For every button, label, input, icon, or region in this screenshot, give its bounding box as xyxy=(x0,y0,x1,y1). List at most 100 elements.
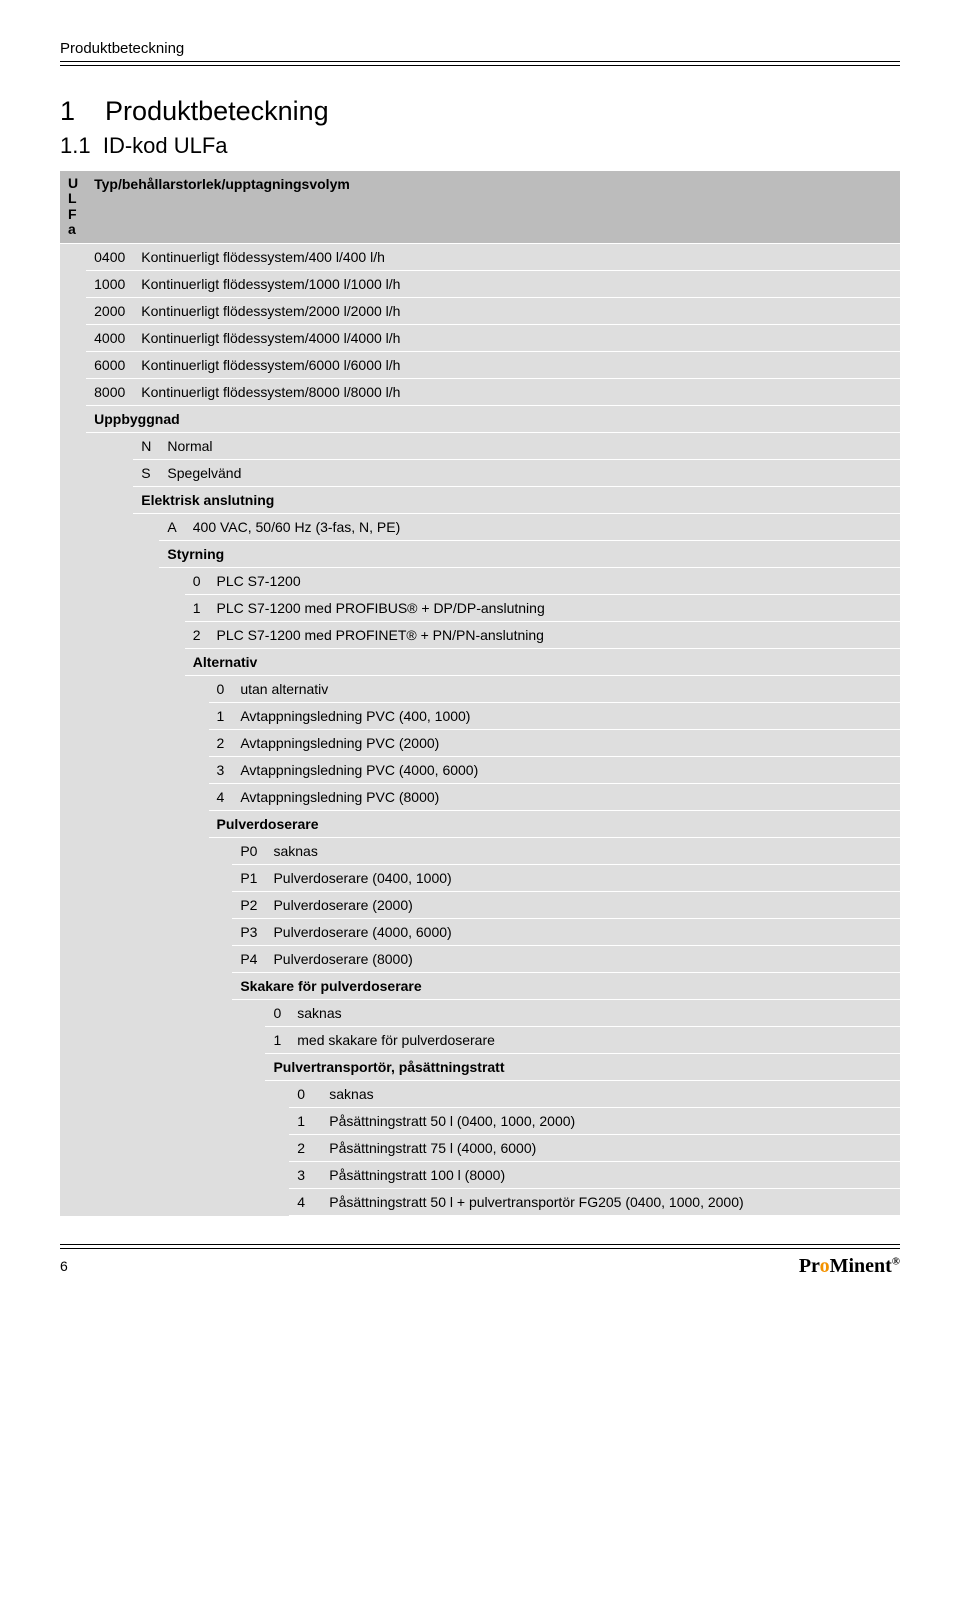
table-row: 8000Kontinuerligt flödessystem/8000 l/80… xyxy=(60,378,900,405)
table-row: 1Påsättningstratt 50 l (0400, 1000, 2000… xyxy=(60,1107,900,1134)
row-text: Påsättningstratt 50 l (0400, 1000, 2000) xyxy=(321,1107,900,1134)
row-code: 2 xyxy=(185,621,209,648)
subsection-title: ID-kod ULFa xyxy=(103,133,228,158)
logo-reg: ® xyxy=(892,1255,900,1267)
table-row: 0PLC S7-1200 xyxy=(60,567,900,594)
table-row: 6000Kontinuerligt flödessystem/6000 l/60… xyxy=(60,351,900,378)
row-text: saknas xyxy=(321,1080,900,1107)
table-row: 1000Kontinuerligt flödessystem/1000 l/10… xyxy=(60,270,900,297)
table-row: P1Pulverdoserare (0400, 1000) xyxy=(60,864,900,891)
row-code: 0400 xyxy=(86,243,133,270)
row-text: PLC S7-1200 xyxy=(209,567,900,594)
group-row: Styrning xyxy=(60,540,900,567)
row-text: Normal xyxy=(159,432,900,459)
row-code: 0 xyxy=(209,675,233,702)
group-transportor: Pulvertransportör, påsättningstratt xyxy=(265,1053,900,1080)
group-row: Alternativ xyxy=(60,648,900,675)
row-text: Avtappningsledning PVC (400, 1000) xyxy=(232,702,900,729)
row-text: Kontinuerligt flödessystem/2000 l/2000 l… xyxy=(133,297,900,324)
row-code: P4 xyxy=(232,945,265,972)
table-row: 0saknas xyxy=(60,999,900,1026)
row-text: PLC S7-1200 med PROFIBUS® + DP/DP-anslut… xyxy=(209,594,900,621)
subsection-heading: 1.1 ID-kod ULFa xyxy=(60,133,900,159)
row-code: 4000 xyxy=(86,324,133,351)
group-row: Skakare för pulverdoserare xyxy=(60,972,900,999)
row-text: Påsättningstratt 50 l + pulvertransportö… xyxy=(321,1188,900,1215)
group-skakare: Skakare för pulverdoserare xyxy=(232,972,900,999)
table-row: P3Pulverdoserare (4000, 6000) xyxy=(60,918,900,945)
row-text: Pulverdoserare (8000) xyxy=(265,945,900,972)
row-text: utan alternativ xyxy=(232,675,900,702)
row-text: med skakare för pulverdoserare xyxy=(289,1026,900,1053)
row-text: PLC S7-1200 med PROFINET® + PN/PN-anslut… xyxy=(209,621,900,648)
row-text: Avtappningsledning PVC (4000, 6000) xyxy=(232,756,900,783)
group-alternativ: Alternativ xyxy=(185,648,900,675)
prefix-code: U L F a xyxy=(60,171,86,243)
table-row: 3Avtappningsledning PVC (4000, 6000) xyxy=(60,756,900,783)
id-code-table: U L F a Typ/behållarstorlek/upptagningsv… xyxy=(60,171,900,1216)
logo-part-o: o xyxy=(820,1255,830,1277)
table-row: 1med skakare för pulverdoserare xyxy=(60,1026,900,1053)
logo-part-pro: Pr xyxy=(799,1255,820,1277)
row-text: Pulverdoserare (2000) xyxy=(265,891,900,918)
row-text: Avtappningsledning PVC (8000) xyxy=(232,783,900,810)
group-elektrisk: Elektrisk anslutning xyxy=(133,486,900,513)
group-row: Pulverdoserare xyxy=(60,810,900,837)
row-text: Kontinuerligt flödessystem/400 l/400 l/h xyxy=(133,243,900,270)
row-code: 0 xyxy=(265,999,289,1026)
table-row: 4Avtappningsledning PVC (8000) xyxy=(60,783,900,810)
row-code: 2 xyxy=(209,729,233,756)
row-code: P3 xyxy=(232,918,265,945)
logo-part-minent: Minent xyxy=(830,1255,892,1277)
table-row: 4000Kontinuerligt flödessystem/4000 l/40… xyxy=(60,324,900,351)
group-styrning: Styrning xyxy=(159,540,900,567)
row-text: Spegelvänd xyxy=(159,459,900,486)
table-row: 2Påsättningstratt 75 l (4000, 6000) xyxy=(60,1134,900,1161)
table-row: 0400Kontinuerligt flödessystem/400 l/400… xyxy=(60,243,900,270)
footer-rule xyxy=(60,1248,900,1249)
section-title: Produktbeteckning xyxy=(105,96,329,126)
table-row: 4Påsättningstratt 50 l + pulvertransport… xyxy=(60,1188,900,1215)
row-code: 1 xyxy=(265,1026,289,1053)
row-code: 0 xyxy=(185,567,209,594)
row-text: Pulverdoserare (4000, 6000) xyxy=(265,918,900,945)
group-pulverdoserare: Pulverdoserare xyxy=(209,810,900,837)
header-label: Typ/behållarstorlek/upptagningsvolym xyxy=(86,171,900,243)
row-code: P2 xyxy=(232,891,265,918)
row-text: Kontinuerligt flödessystem/1000 l/1000 l… xyxy=(133,270,900,297)
table-row: 2PLC S7-1200 med PROFINET® + PN/PN-anslu… xyxy=(60,621,900,648)
row-code: 0 xyxy=(289,1080,321,1107)
table-row: SSpegelvänd xyxy=(60,459,900,486)
table-row: 3Påsättningstratt 100 l (8000) xyxy=(60,1161,900,1188)
table-row: P2Pulverdoserare (2000) xyxy=(60,891,900,918)
section-heading: 1 Produktbeteckning xyxy=(60,96,900,127)
row-code: 4 xyxy=(289,1188,321,1215)
row-code: 1 xyxy=(289,1107,321,1134)
table-row: 1PLC S7-1200 med PROFIBUS® + DP/DP-anslu… xyxy=(60,594,900,621)
group-uppbyggnad: Uppbyggnad xyxy=(86,405,900,432)
table-row: 2000Kontinuerligt flödessystem/2000 l/20… xyxy=(60,297,900,324)
row-code: 3 xyxy=(289,1161,321,1188)
prominent-logo: ProMinent® xyxy=(799,1255,900,1278)
row-code: 1 xyxy=(209,702,233,729)
running-header: Produktbeteckning xyxy=(60,40,900,62)
row-text: saknas xyxy=(289,999,900,1026)
row-text: Kontinuerligt flödessystem/8000 l/8000 l… xyxy=(133,378,900,405)
row-text: Pulverdoserare (0400, 1000) xyxy=(265,864,900,891)
row-code: 4 xyxy=(209,783,233,810)
page-number: 6 xyxy=(60,1258,68,1274)
row-code: P1 xyxy=(232,864,265,891)
row-text: Påsättningstratt 75 l (4000, 6000) xyxy=(321,1134,900,1161)
row-code: A xyxy=(159,513,184,540)
row-code: 2000 xyxy=(86,297,133,324)
row-text: Kontinuerligt flödessystem/6000 l/6000 l… xyxy=(133,351,900,378)
row-text: Avtappningsledning PVC (2000) xyxy=(232,729,900,756)
table-row: 2Avtappningsledning PVC (2000) xyxy=(60,729,900,756)
row-text: 400 VAC, 50/60 Hz (3-fas, N, PE) xyxy=(185,513,900,540)
row-code: S xyxy=(133,459,159,486)
table-row: 0utan alternativ xyxy=(60,675,900,702)
group-row: Elektrisk anslutning xyxy=(60,486,900,513)
row-text: Påsättningstratt 100 l (8000) xyxy=(321,1161,900,1188)
group-row: Uppbyggnad xyxy=(60,405,900,432)
footer: 6 ProMinent® xyxy=(60,1255,900,1278)
